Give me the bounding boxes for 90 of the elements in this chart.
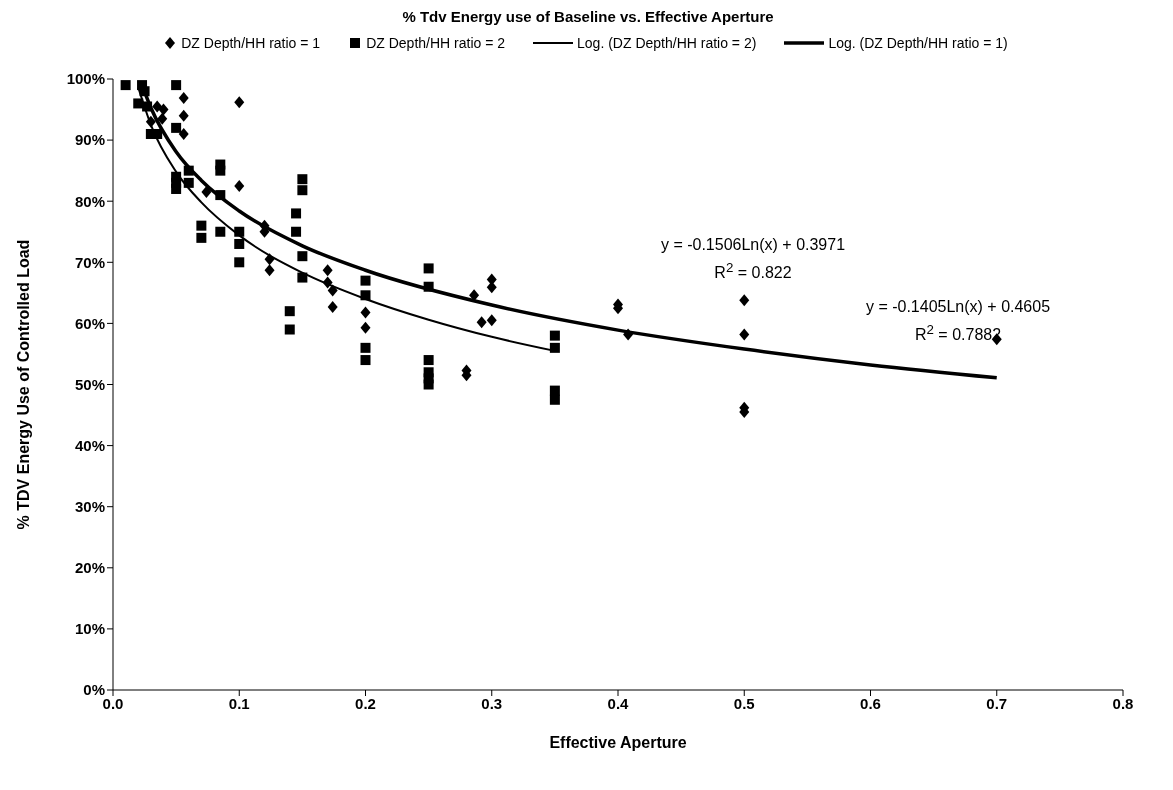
point bbox=[360, 355, 371, 366]
y-tick-label: 10% bbox=[74, 620, 105, 638]
point bbox=[284, 306, 295, 317]
point bbox=[183, 177, 194, 188]
y-tick-label: 0% bbox=[83, 681, 105, 699]
point bbox=[183, 165, 194, 176]
point bbox=[739, 294, 750, 307]
point bbox=[284, 324, 295, 335]
legend-label: Log. (DZ Depth/HH ratio = 1) bbox=[828, 35, 1008, 51]
x-tick-label: 0.0 bbox=[102, 694, 124, 712]
x-axis-title: Effective Aperture bbox=[549, 734, 687, 751]
point bbox=[264, 264, 275, 277]
point bbox=[234, 179, 245, 192]
point bbox=[171, 122, 182, 133]
point bbox=[423, 355, 434, 366]
y-axis-title: % TDV Energy Use of Controlled Load bbox=[14, 239, 32, 530]
point bbox=[171, 183, 182, 194]
y-tick-label: 50% bbox=[74, 375, 105, 393]
point bbox=[322, 276, 333, 289]
point bbox=[120, 80, 131, 91]
y-tick-label: 90% bbox=[74, 131, 105, 149]
point bbox=[215, 165, 226, 176]
point bbox=[178, 127, 189, 140]
point bbox=[423, 379, 434, 390]
point bbox=[196, 220, 207, 231]
point bbox=[215, 226, 226, 237]
point bbox=[360, 275, 371, 286]
chart-title: % Tdv Energy use of Baseline vs. Effective Aperture bbox=[401, 8, 775, 25]
point bbox=[322, 264, 333, 277]
point bbox=[360, 321, 371, 334]
point bbox=[215, 190, 226, 201]
point bbox=[234, 226, 245, 237]
y-tick-label: 30% bbox=[74, 498, 105, 516]
point bbox=[549, 330, 560, 341]
annotation: R$^{2}$ = 0.822 bbox=[714, 260, 792, 283]
point bbox=[291, 208, 302, 219]
point bbox=[360, 342, 371, 353]
point bbox=[291, 226, 302, 237]
x-tick-label: 0.3 bbox=[481, 694, 503, 712]
point bbox=[297, 174, 308, 185]
point bbox=[264, 253, 275, 266]
y-tick-label: 100% bbox=[66, 70, 105, 88]
point bbox=[297, 251, 308, 262]
x-tick-label: 0.8 bbox=[1112, 694, 1134, 712]
point bbox=[327, 284, 338, 297]
y-tick-label: 70% bbox=[74, 253, 105, 271]
point bbox=[152, 100, 163, 113]
legend-label: DZ Depth/HH ratio = 1 bbox=[181, 35, 321, 51]
point bbox=[196, 232, 207, 243]
point bbox=[234, 238, 245, 249]
point bbox=[201, 186, 212, 199]
point bbox=[158, 103, 169, 116]
point bbox=[486, 314, 497, 327]
x-tick-label: 0.7 bbox=[986, 694, 1008, 712]
y-tick-label: 20% bbox=[74, 559, 105, 577]
point bbox=[549, 385, 560, 396]
legend-label: Log. (DZ Depth/HH ratio = 2) bbox=[577, 35, 757, 51]
y-tick-label: 80% bbox=[74, 192, 105, 210]
point bbox=[297, 272, 308, 283]
x-tick-label: 0.2 bbox=[355, 694, 376, 712]
point bbox=[234, 96, 245, 109]
point bbox=[360, 290, 371, 301]
point bbox=[739, 328, 750, 341]
x-tick-label: 0.6 bbox=[860, 694, 881, 712]
point bbox=[142, 101, 153, 112]
point bbox=[549, 342, 560, 353]
x-tick-label: 0.5 bbox=[733, 694, 755, 712]
point bbox=[234, 257, 245, 268]
point bbox=[171, 80, 182, 91]
point bbox=[178, 109, 189, 122]
y-tick-label: 60% bbox=[74, 314, 105, 332]
point bbox=[476, 316, 487, 329]
point bbox=[133, 98, 144, 109]
annotation: y = -0.1506Ln(x) + 0.3971 bbox=[660, 236, 846, 254]
point bbox=[139, 86, 150, 97]
point bbox=[623, 328, 634, 341]
point bbox=[360, 306, 371, 319]
point bbox=[327, 300, 338, 313]
y-tick-label: 40% bbox=[74, 436, 105, 454]
point bbox=[178, 91, 189, 104]
x-tick-label: 0.4 bbox=[607, 694, 630, 712]
point bbox=[145, 115, 156, 128]
x-tick-label: 0.1 bbox=[228, 694, 250, 712]
legend-label: DZ Depth/HH ratio = 2 bbox=[366, 35, 506, 51]
point bbox=[297, 185, 308, 196]
point bbox=[423, 281, 434, 292]
point bbox=[423, 263, 434, 274]
annotation: y = -0.1405Ln(x) + 0.4605 bbox=[865, 298, 1051, 316]
point bbox=[549, 394, 560, 405]
point bbox=[157, 112, 168, 125]
